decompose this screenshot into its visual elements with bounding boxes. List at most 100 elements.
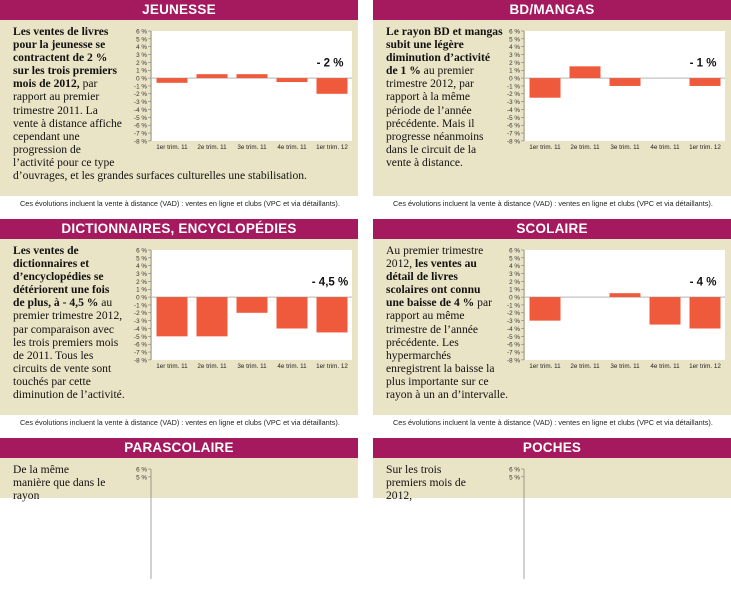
- y-tick-label: 2 %: [509, 279, 520, 286]
- y-tick-label: 1 %: [136, 68, 147, 75]
- footnote: Ces évolutions incluent la vente à dista…: [393, 199, 713, 208]
- data-label: - 4 %: [690, 276, 717, 288]
- y-tick-label: -8 %: [507, 357, 520, 364]
- x-tick-label: 2e trim. 11: [570, 363, 600, 370]
- y-tick-label: 0 %: [509, 295, 520, 302]
- y-tick-label: -5 %: [134, 115, 147, 122]
- bar-chart: 6 %5 %: [116, 465, 356, 590]
- bar: [690, 78, 721, 86]
- footnote: Ces évolutions incluent la vente à dista…: [20, 199, 340, 208]
- y-tick-label: -6 %: [134, 123, 147, 130]
- text-body: au premier trimestre 2012, par rapport à…: [386, 64, 484, 169]
- bar: [237, 297, 268, 313]
- y-tick-label: 5 %: [136, 36, 147, 43]
- y-tick-label: 5 %: [136, 474, 147, 481]
- y-tick-label: -3 %: [134, 99, 147, 106]
- panel-title: JEUNESSE: [0, 0, 358, 20]
- y-tick-label: -1 %: [507, 83, 520, 90]
- x-tick-label: 1er trim. 12: [689, 363, 721, 370]
- panel-parascolaire: PARASCOLAIRE De la même manière que dans…: [0, 438, 358, 498]
- x-tick-label: 2e trim. 11: [197, 363, 227, 370]
- bar: [610, 293, 641, 297]
- y-tick-label: -2 %: [507, 91, 520, 98]
- bar-chart: 6 %5 %4 %3 %2 %1 %0 %-1 %-2 %-3 %-4 %-5 …: [116, 27, 356, 152]
- bar: [530, 297, 561, 321]
- y-tick-label: 4 %: [509, 44, 520, 51]
- panel-jeunesse: JEUNESSE Les ventes de livres pour la je…: [0, 0, 358, 196]
- panel-title: SCOLAIRE: [373, 219, 731, 239]
- bar: [530, 78, 561, 98]
- x-tick-label: 3e trim. 11: [237, 144, 267, 151]
- y-tick-label: 6 %: [509, 466, 520, 473]
- y-tick-label: -6 %: [507, 123, 520, 130]
- y-tick-label: -3 %: [507, 99, 520, 106]
- y-tick-label: 6 %: [509, 28, 520, 35]
- y-tick-label: -6 %: [134, 342, 147, 349]
- y-tick-label: -3 %: [507, 318, 520, 325]
- y-tick-label: -2 %: [134, 91, 147, 98]
- x-tick-label: 1er trim. 11: [529, 144, 561, 151]
- y-tick-label: 6 %: [136, 28, 147, 35]
- panel-scolaire: SCOLAIRE Au premier trimestre 2012, les …: [373, 219, 731, 415]
- x-tick-label: 1er trim. 12: [316, 363, 348, 370]
- bar: [570, 66, 601, 78]
- x-tick-label: 4e trim. 11: [650, 363, 680, 370]
- bar: [277, 78, 308, 82]
- x-tick-label: 4e trim. 11: [277, 144, 307, 151]
- panel-text: De la même manière que dans le rayon: [13, 463, 108, 502]
- y-tick-label: -8 %: [134, 357, 147, 364]
- text-body: De la même manière que dans le rayon: [13, 463, 105, 502]
- y-tick-label: 2 %: [509, 60, 520, 67]
- y-tick-label: -7 %: [134, 349, 147, 356]
- y-tick-label: -1 %: [507, 302, 520, 309]
- text-body: au premier trimestre 2012, par comparais…: [13, 296, 125, 401]
- panel-title: DICTIONNAIRES, ENCYCLOPÉDIES: [0, 219, 358, 239]
- bar: [317, 78, 348, 94]
- y-tick-label: -5 %: [507, 115, 520, 122]
- y-tick-label: 5 %: [136, 255, 147, 262]
- y-tick-label: 3 %: [509, 52, 520, 59]
- y-tick-label: -8 %: [507, 138, 520, 145]
- x-tick-label: 1er trim. 12: [689, 144, 721, 151]
- y-tick-label: -7 %: [507, 349, 520, 356]
- y-tick-label: -1 %: [134, 83, 147, 90]
- x-tick-label: 4e trim. 11: [650, 144, 680, 151]
- y-tick-label: -5 %: [134, 334, 147, 341]
- bar: [197, 297, 228, 336]
- y-tick-label: -7 %: [507, 130, 520, 137]
- panel-title: PARASCOLAIRE: [0, 438, 358, 458]
- data-label: - 1 %: [690, 57, 717, 69]
- y-tick-label: 4 %: [136, 44, 147, 51]
- y-tick-label: -2 %: [507, 310, 520, 317]
- y-tick-label: 3 %: [509, 271, 520, 278]
- footnote: Ces évolutions incluent la vente à dista…: [393, 418, 713, 427]
- x-tick-label: 2e trim. 11: [570, 144, 600, 151]
- bar: [197, 74, 228, 78]
- y-tick-label: 5 %: [509, 255, 520, 262]
- bar: [237, 74, 268, 78]
- y-tick-label: 3 %: [136, 271, 147, 278]
- y-tick-label: 0 %: [136, 76, 147, 83]
- data-label: - 2 %: [317, 57, 344, 69]
- text-body: Sur les trois premiers mois de 2012,: [386, 463, 466, 502]
- y-tick-label: 0 %: [509, 76, 520, 83]
- x-tick-label: 1er trim. 11: [156, 363, 188, 370]
- bar-chart: 6 %5 %4 %3 %2 %1 %0 %-1 %-2 %-3 %-4 %-5 …: [489, 27, 729, 152]
- bar: [277, 297, 308, 328]
- footnote: Ces évolutions incluent la vente à dista…: [20, 418, 340, 427]
- y-tick-label: 2 %: [136, 60, 147, 67]
- y-tick-label: -7 %: [134, 130, 147, 137]
- x-tick-label: 1er trim. 11: [529, 363, 561, 370]
- y-tick-label: 6 %: [136, 466, 147, 473]
- y-tick-label: -2 %: [134, 310, 147, 317]
- y-tick-label: -4 %: [507, 326, 520, 333]
- y-tick-label: 6 %: [509, 247, 520, 254]
- y-tick-label: 3 %: [136, 52, 147, 59]
- y-tick-label: -4 %: [134, 107, 147, 114]
- bar-chart: 6 %5 %4 %3 %2 %1 %0 %-1 %-2 %-3 %-4 %-5 …: [489, 246, 729, 371]
- x-tick-label: 3e trim. 11: [610, 363, 640, 370]
- bar: [157, 297, 188, 336]
- text-bold: Les ventes de livres pour la jeunesse se…: [13, 25, 117, 90]
- y-tick-label: -5 %: [507, 334, 520, 341]
- y-tick-label: 4 %: [509, 263, 520, 270]
